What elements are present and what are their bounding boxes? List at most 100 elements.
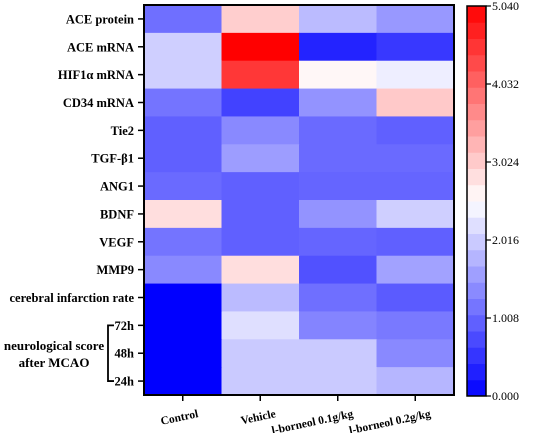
heatmap-cell-r4-c3 bbox=[376, 116, 455, 145]
colorbar-step bbox=[467, 71, 486, 88]
colorbar: 0.000 1.008 2.016 3.024 4.032 5.040 bbox=[466, 0, 519, 403]
colorbar-step bbox=[467, 379, 486, 397]
heatmap-cell-r0-c1 bbox=[221, 5, 300, 34]
row-label-vegf: VEGF bbox=[99, 235, 134, 249]
row-label-ace-mrna: ACE mRNA bbox=[67, 40, 134, 54]
row-label-tie2: Tie2 bbox=[111, 124, 134, 138]
heatmap-cell-r6-c0 bbox=[144, 172, 223, 201]
heatmap-cell-r5-c0 bbox=[144, 144, 223, 173]
heatmap-cells bbox=[144, 5, 455, 396]
colorbar-step bbox=[467, 363, 486, 381]
row-label-hif1-mrna: HIF1α mRNA bbox=[58, 68, 134, 82]
colorbar-step bbox=[467, 233, 486, 251]
row-label-24h: 24h bbox=[115, 375, 135, 389]
colorbar-step bbox=[467, 314, 486, 332]
heatmap-cell-r3-c0 bbox=[144, 88, 223, 118]
heatmap-cell-r6-c3 bbox=[376, 172, 455, 201]
heatmap-cell-r5-c1 bbox=[221, 144, 300, 173]
heatmap-cell-r8-c0 bbox=[144, 227, 223, 257]
colorbar-step bbox=[467, 347, 486, 364]
heatmap-cell-r4-c1 bbox=[221, 116, 300, 145]
column-label-l-borneol-0-2g-kg: l-borneol 0.2g/kg bbox=[348, 408, 432, 433]
heatmap-cell-r12-c2 bbox=[299, 339, 378, 368]
heatmap-cell-r0-c3 bbox=[376, 5, 455, 34]
heatmap-cell-r5-c3 bbox=[376, 144, 455, 173]
colorbar-frame bbox=[466, 5, 487, 397]
heatmap-cell-r1-c3 bbox=[376, 32, 455, 62]
colorbar-step bbox=[467, 87, 486, 104]
heatmap-cell-r11-c1 bbox=[221, 311, 300, 340]
heatmap-cell-r4-c2 bbox=[299, 116, 378, 145]
row-label-ace-protein: ACE protein bbox=[66, 12, 134, 26]
heatmap-cell-r3-c1 bbox=[221, 88, 300, 118]
heatmap-cell-r3-c2 bbox=[299, 88, 378, 118]
colorbar-step bbox=[467, 136, 486, 153]
heatmap-cell-r13-c3 bbox=[376, 367, 455, 396]
row-group-bracket bbox=[107, 324, 114, 382]
heatmap-cell-r4-c0 bbox=[144, 116, 223, 145]
heatmap-cell-r12-c1 bbox=[221, 339, 300, 368]
row-label-mmp9: MMP9 bbox=[97, 263, 134, 277]
heatmap-cell-r8-c1 bbox=[221, 227, 300, 257]
heatmap-cell-r11-c2 bbox=[299, 311, 378, 340]
heatmap-cell-r9-c1 bbox=[221, 255, 300, 285]
heatmap-cell-r2-c3 bbox=[376, 60, 455, 90]
colorbar-step bbox=[467, 38, 486, 56]
heatmap-cell-r7-c3 bbox=[376, 200, 455, 229]
heatmap-cell-r11-c0 bbox=[144, 311, 223, 340]
column-label-control: Control bbox=[160, 408, 200, 428]
heatmap-cell-r10-c3 bbox=[376, 283, 455, 313]
column-label-l-borneol-0-1g-kg: l-borneol 0.1g/kg bbox=[271, 408, 355, 433]
colorbar-tick-label: 2.016 bbox=[492, 233, 519, 247]
heatmap-cell-r13-c0 bbox=[144, 367, 223, 396]
heatmap-cell-r10-c0 bbox=[144, 283, 223, 313]
colorbar-step bbox=[467, 103, 486, 121]
heatmap-cell-r2-c2 bbox=[299, 60, 378, 90]
heatmap-cell-r3-c3 bbox=[376, 88, 455, 118]
heatmap-cell-r1-c1 bbox=[221, 32, 300, 62]
colorbar-step bbox=[467, 152, 486, 169]
colorbar-step bbox=[467, 168, 486, 186]
heatmap-cell-r10-c1 bbox=[221, 283, 300, 313]
heatmap-cell-r13-c2 bbox=[299, 367, 378, 396]
plot-frame bbox=[143, 4, 455, 396]
colorbar-step bbox=[467, 6, 486, 23]
colorbar-step bbox=[467, 249, 486, 267]
colorbar-step bbox=[467, 331, 486, 348]
row-label-cerebral-infarction-rate: cerebral infarction rate bbox=[10, 291, 135, 305]
heatmap-cell-r2-c1 bbox=[221, 60, 300, 90]
row-group-label-line: neurological score bbox=[4, 338, 104, 353]
heatmap-cell-r13-c1 bbox=[221, 367, 300, 396]
colorbar-step bbox=[467, 266, 486, 283]
row-group: neurological score after MCAO bbox=[4, 324, 114, 382]
row-label-48h: 48h bbox=[115, 347, 135, 361]
heatmap-cell-r5-c2 bbox=[299, 144, 378, 173]
row-label-cd34-mrna: CD34 mRNA bbox=[63, 96, 134, 110]
colorbar-tick-label: 4.032 bbox=[492, 77, 519, 91]
heatmap-cell-r6-c2 bbox=[299, 172, 378, 201]
heatmap-cell-r8-c3 bbox=[376, 227, 455, 257]
colorbar-tick-label: 3.024 bbox=[492, 155, 519, 169]
row-label-72h: 72h bbox=[115, 319, 135, 333]
colorbar-step bbox=[467, 298, 486, 316]
heatmap-cell-r8-c2 bbox=[299, 227, 378, 257]
row-label-bdnf: BDNF bbox=[100, 207, 134, 221]
heatmap-cell-r7-c0 bbox=[144, 200, 223, 229]
row-labels: ACE protein ACE mRNA HIF1α mRNA CD34 mRNA Ti… bbox=[10, 12, 144, 389]
heatmap-cell-r9-c0 bbox=[144, 255, 223, 285]
heatmap-cell-r7-c1 bbox=[221, 200, 300, 229]
heatmap-cell-r12-c0 bbox=[144, 339, 223, 368]
heatmap-cell-r2-c0 bbox=[144, 60, 223, 90]
heatmap-cell-r0-c2 bbox=[299, 5, 378, 34]
heatmap-cell-r6-c1 bbox=[221, 172, 300, 201]
colorbar-step bbox=[467, 54, 486, 72]
colorbar-tick-label: 1.008 bbox=[492, 311, 519, 325]
colorbar-step bbox=[467, 184, 486, 202]
heatmap-cell-r9-c2 bbox=[299, 255, 378, 285]
heatmap-cell-r1-c0 bbox=[144, 32, 223, 62]
row-label-ang1: ANG1 bbox=[100, 180, 134, 194]
heatmap-cell-r9-c3 bbox=[376, 255, 455, 285]
heatmap-cell-r12-c3 bbox=[376, 339, 455, 368]
